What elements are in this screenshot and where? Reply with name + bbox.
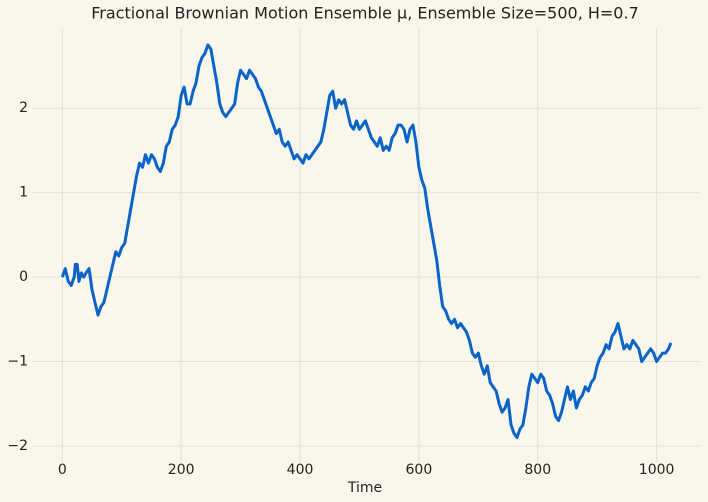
x-tick-label: 400: [287, 462, 314, 478]
x-tick-label: 800: [524, 462, 551, 478]
x-tick-label: 200: [168, 462, 195, 478]
y-tick-label: −2: [7, 438, 28, 454]
y-tick-label: −1: [7, 354, 28, 370]
x-tick-label: 600: [406, 462, 433, 478]
x-axis-label: Time: [347, 480, 382, 496]
data-line: [60, 43, 673, 440]
x-tick-label: 0: [58, 462, 67, 478]
y-tick-label: 2: [19, 100, 28, 116]
y-tick-label: 0: [19, 269, 28, 285]
y-tick-label: 1: [19, 185, 28, 201]
chart-title: Fractional Brownian Motion Ensemble μ, E…: [91, 4, 639, 23]
x-tick-label: 1000: [639, 462, 675, 478]
